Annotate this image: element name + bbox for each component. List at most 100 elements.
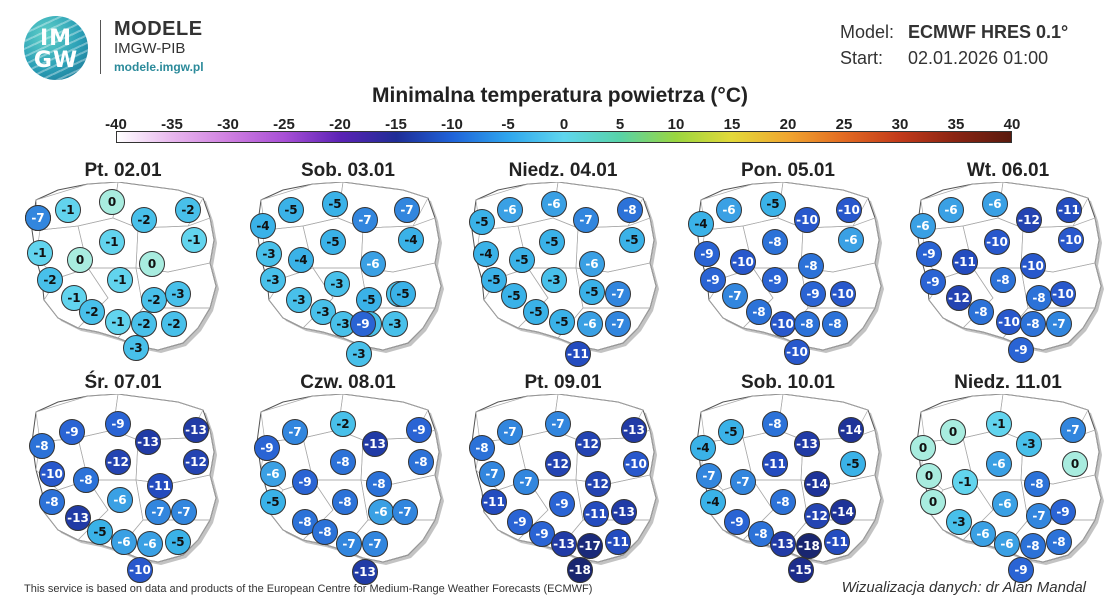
temperature-bubble: -9 <box>1008 337 1034 363</box>
temperature-bubble: -5 <box>579 279 605 305</box>
temperature-bubble: -11 <box>762 451 788 477</box>
forecast-day-panel: Wt. 06.01 -6 -6 -6 -12 -11 -10 -9 -11 -10 -10 -9 -12… <box>903 160 1113 370</box>
temperature-bubble: -8 <box>822 311 848 337</box>
temperature-bubble: -5 <box>501 283 527 309</box>
temperature-bubble: -4 <box>700 489 726 515</box>
temperature-bubble: -6 <box>541 191 567 217</box>
temperature-bubble: -5 <box>260 489 286 515</box>
temperature-bubble: -10 <box>830 281 856 307</box>
temperature-bubble: -3 <box>346 341 372 367</box>
region-border <box>1002 307 1096 351</box>
temperature-bubble: -8 <box>762 229 788 255</box>
model-value: ECMWF HRES 0.1° <box>908 22 1069 42</box>
temperature-bubble: -3 <box>946 509 972 535</box>
temperature-bubble: -10 <box>984 229 1010 255</box>
panel-day-title: Pon. 05.01 <box>741 160 835 181</box>
start-label: Start: <box>840 48 884 68</box>
temperature-bubble: -8 <box>770 489 796 515</box>
temperature-bubble: -6 <box>982 191 1008 217</box>
temperature-bubble: -5 <box>523 299 549 325</box>
temperature-bubble: -7 <box>696 463 722 489</box>
panel-day-title: Niedz. 11.01 <box>954 372 1062 393</box>
brand-url[interactable]: modele.imgw.pl <box>114 60 204 74</box>
temperature-bubble: -10 <box>1058 227 1084 253</box>
forecast-day-panel: Czw. 08.01 -9 -7 -2 -13 -9 -8 -6 -9 -8 -8 -5 -8 -8 -6-… <box>243 372 453 585</box>
temperature-bubble: -10 <box>836 197 862 223</box>
temperature-bubble: -1 <box>986 411 1012 437</box>
temperature-bubble: -14 <box>804 471 830 497</box>
temperature-bubble: -7 <box>573 207 599 233</box>
temperature-bubble: -13 <box>611 499 637 525</box>
region-border <box>342 307 436 351</box>
temperature-bubble: -9 <box>406 417 432 443</box>
temperature-bubble: -2 <box>79 299 105 325</box>
temperature-bubble: -5 <box>278 197 304 223</box>
temperature-bubble: -5 <box>322 191 348 217</box>
temperature-bubble: -8 <box>29 433 55 459</box>
temperature-bubble: -6 <box>938 197 964 223</box>
temperature-bubble: 0 <box>920 489 946 515</box>
temperature-bubble: -2 <box>37 267 63 293</box>
temperature-bubble: -18 <box>567 557 593 583</box>
panel-day-title: Wt. 06.01 <box>966 160 1050 181</box>
temperature-bubble: -13 <box>65 505 91 531</box>
temperature-bubble: -5 <box>87 519 113 545</box>
temperature-bubble: -12 <box>946 285 972 311</box>
temperature-bubble: -14 <box>838 417 864 443</box>
temperature-bubble: -8 <box>330 449 356 475</box>
panel-day-title: Czw. 08.01 <box>300 372 396 393</box>
brand-title: MODELE <box>114 18 203 40</box>
temperature-bubble: -8 <box>73 467 99 493</box>
temperature-bubble: -9 <box>1008 557 1034 583</box>
temperature-bubble: -5 <box>718 419 744 445</box>
temperature-bubble: 0 <box>1062 451 1088 477</box>
temperature-bubble: -1 <box>27 240 53 266</box>
colorbar-tick-label: -30 <box>217 116 239 133</box>
colorbar <box>116 131 1012 143</box>
forecast-day-panel: Pt. 09.01 -8 -7 -7 -12 -13 -10 -7 -7 -12 -12 -11 -9-… <box>458 372 668 583</box>
temperature-bubble: -9 <box>1050 499 1076 525</box>
temperature-bubble: -2 <box>141 287 167 313</box>
temperature-bubble: -9 <box>694 241 720 267</box>
temperature-bubble: -7 <box>171 499 197 525</box>
temperature-bubble: -8 <box>746 299 772 325</box>
logo-text-bottom: GW <box>33 48 79 73</box>
brand-subtitle: IMGW-PIB <box>114 40 186 57</box>
temperature-bubble: -1 <box>952 469 978 495</box>
temperature-bubble: -7 <box>352 207 378 233</box>
temperature-bubble: -7 <box>1060 417 1086 443</box>
temperature-bubble: -9 <box>350 311 376 337</box>
temperature-bubble: -6 <box>111 529 137 555</box>
temperature-bubble: -8 <box>312 519 338 545</box>
temperature-bubble: -11 <box>481 489 507 515</box>
temperature-bubble: -11 <box>824 529 850 555</box>
temperature-bubble: -6 <box>137 531 163 557</box>
temperature-bubble: -8 <box>762 411 788 437</box>
colorbar-tick-label: -5 <box>501 116 515 133</box>
temperature-bubble: -4 <box>473 241 499 267</box>
temperature-bubble: -9 <box>529 521 555 547</box>
temperature-bubble: 0 <box>910 435 936 461</box>
temperature-bubble: -10 <box>730 249 756 275</box>
temperature-bubble: -9 <box>105 411 131 437</box>
colorbar-tick-label: 35 <box>947 116 965 133</box>
temperature-bubble: -11 <box>605 529 631 555</box>
temperature-bubble: -11 <box>1056 197 1082 223</box>
forecast-day-panel: Pon. 05.01 -4 -6 -5 -10 -10 -6 -9 -10 -8 -8 -9 -7 -9-… <box>683 160 893 370</box>
temperature-bubble: -7 <box>362 531 388 557</box>
temperature-bubble: -12 <box>105 449 131 475</box>
temperature-bubble: -3 <box>541 267 567 293</box>
temperature-bubble: -2 <box>131 207 157 233</box>
temperature-bubble: -2 <box>131 311 157 337</box>
temperature-bubble: -10 <box>794 207 820 233</box>
temperature-bubble: -10 <box>784 339 810 365</box>
temperature-bubble: -3 <box>165 281 191 307</box>
temperature-bubble: -8 <box>1024 471 1050 497</box>
logo-divider <box>100 20 101 74</box>
colorbar-tick-label: 25 <box>835 116 853 133</box>
colorbar-tick-label: 0 <box>559 116 569 133</box>
temperature-bubble: -6 <box>497 197 523 223</box>
temperature-bubble: -9 <box>254 435 280 461</box>
temperature-bubble: -7 <box>605 311 631 337</box>
temperature-bubble: -6 <box>360 251 386 277</box>
